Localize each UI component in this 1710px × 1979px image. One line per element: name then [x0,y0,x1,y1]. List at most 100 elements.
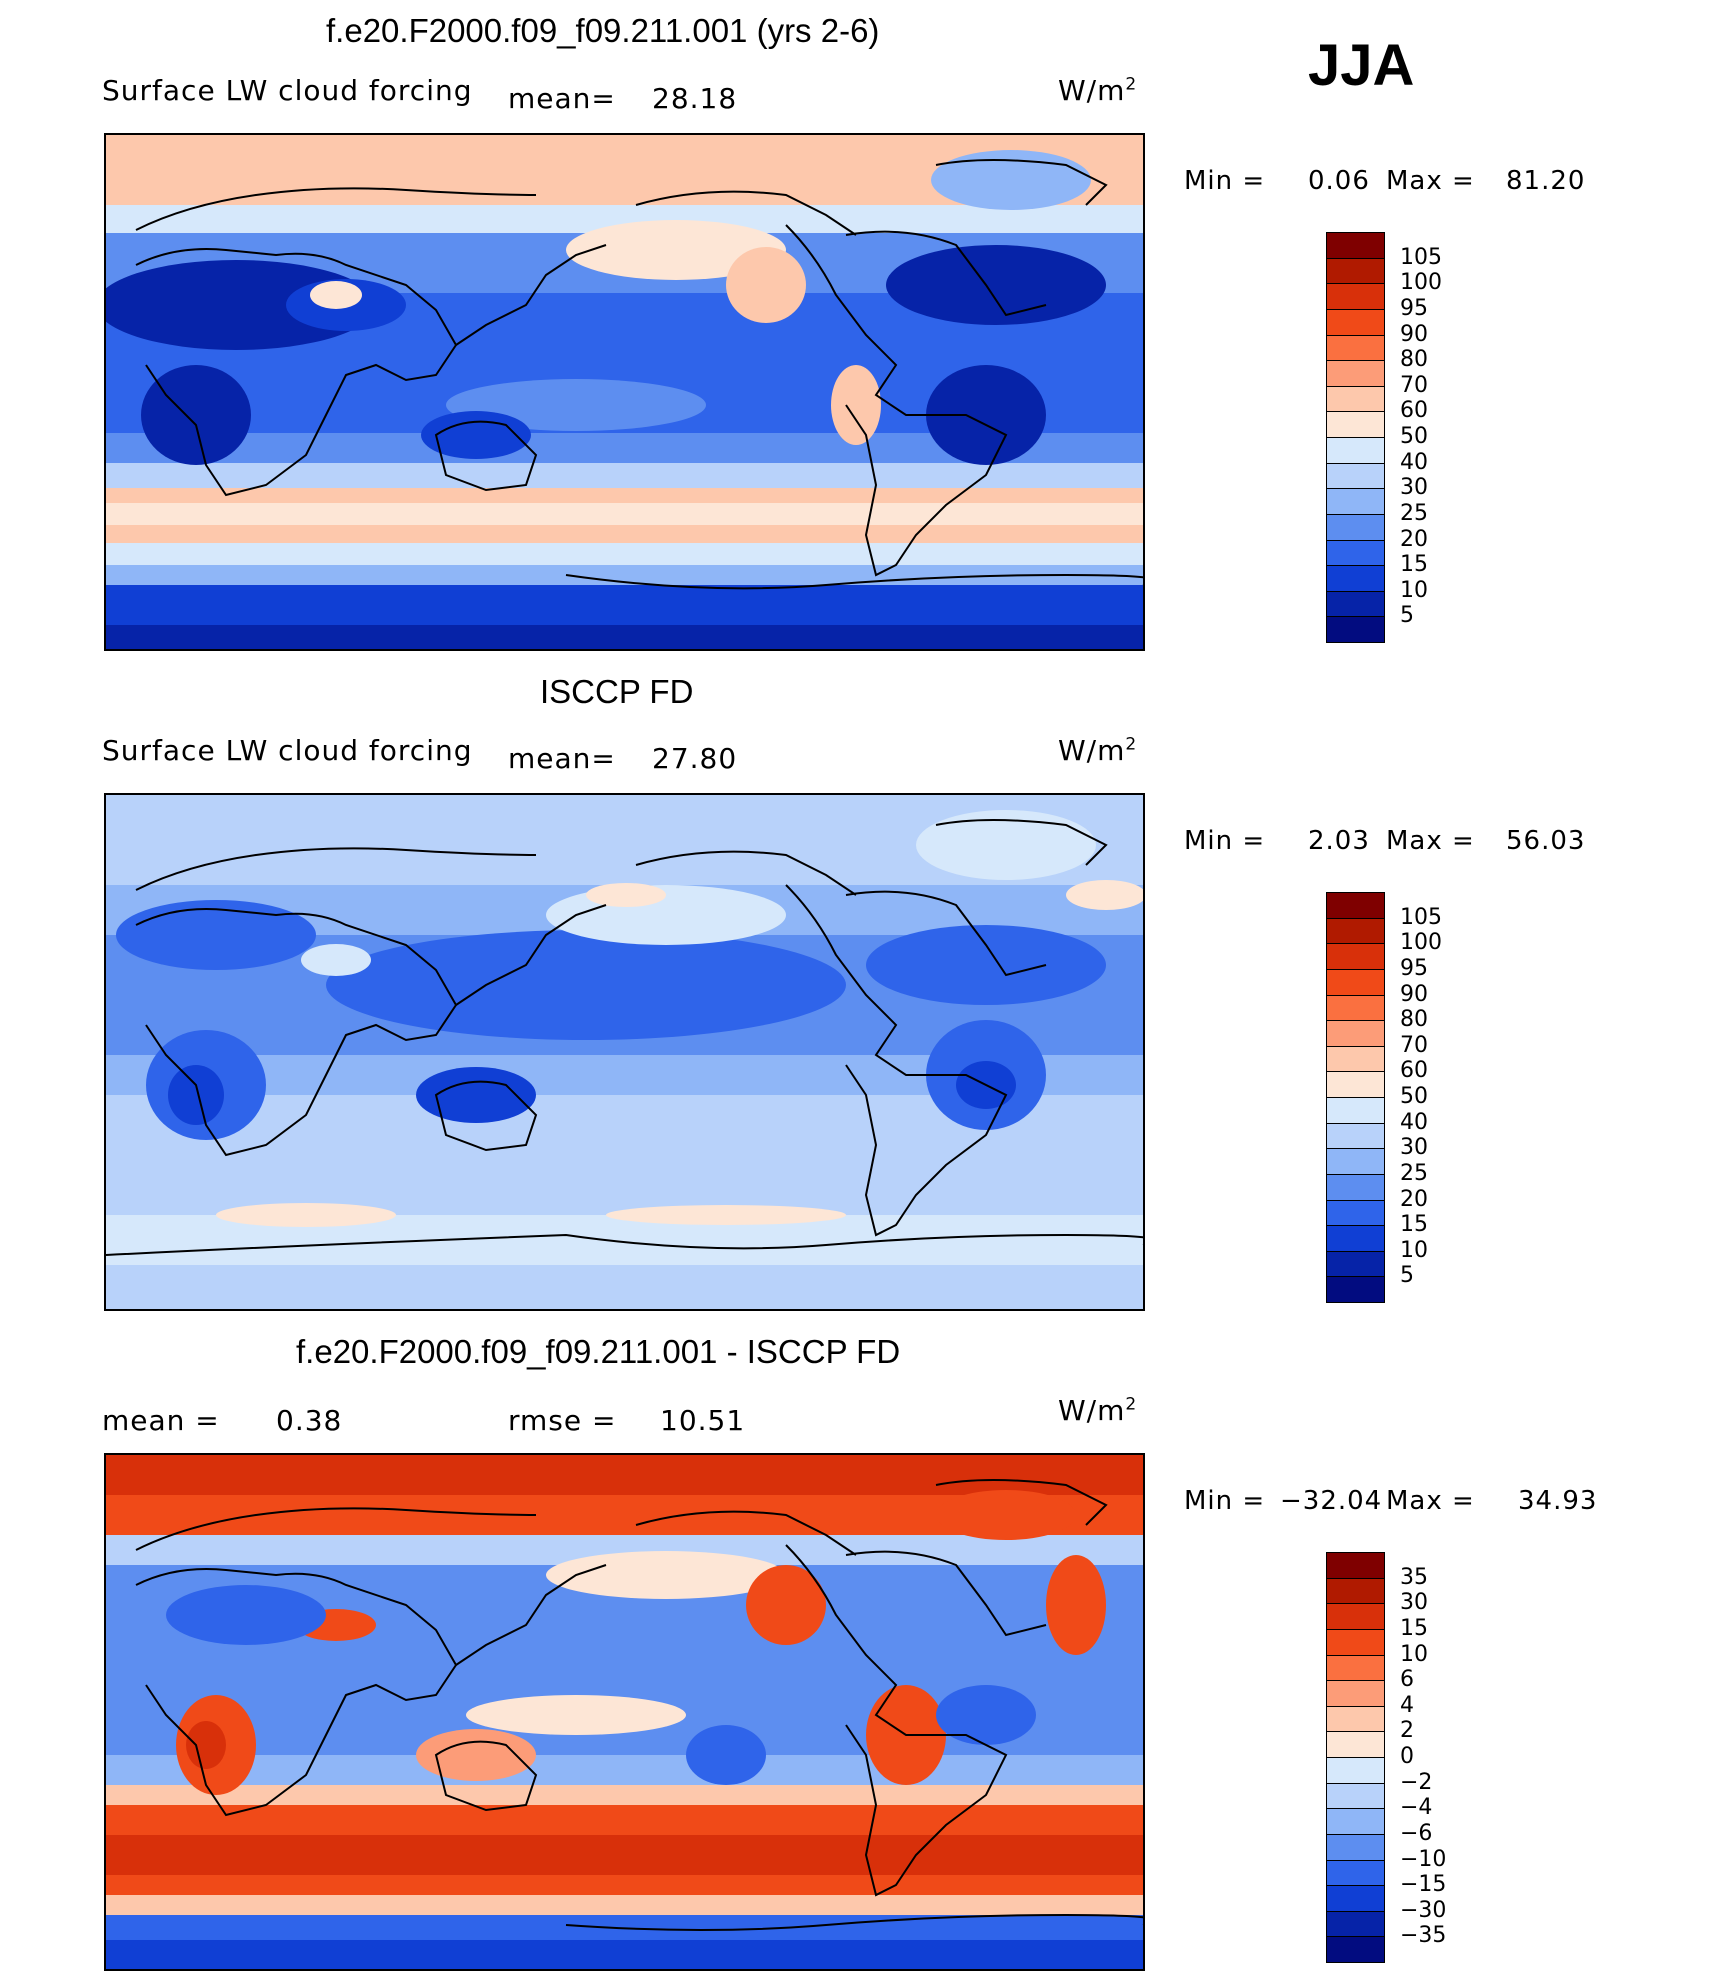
colorbar-swatch [1326,1577,1385,1605]
colorbar-tick-label: 35 [1400,1564,1428,1590]
colorbar-tick-label: 2 [1400,1718,1414,1744]
colorbar-tick-label: 25 [1400,1160,1428,1186]
colorbar-tick-label: 15 [1400,1615,1428,1641]
colorbar-tick-label: −10 [1400,1846,1447,1872]
colorbar-swatch [1326,1045,1385,1073]
colorbar-swatch [1326,1173,1385,1201]
colorbar-tick-label: 40 [1400,1109,1428,1135]
panel-1-title: f.e20.F2000.f09_f09.211.001 (yrs 2-6) [326,12,880,49]
colorbar-swatch [1326,616,1385,643]
colorbar-tick-label: 5 [1400,1263,1414,1289]
panel-3-title: f.e20.F2000.f09_f09.211.001 - ISCCP FD [296,1333,901,1370]
colorbar-tick-label: 20 [1400,526,1428,552]
panel-2-map [104,793,1145,1311]
colorbar-tick-label: 100 [1400,270,1442,296]
colorbar-tick-label: 10 [1400,577,1428,603]
colorbar-swatch [1326,590,1385,618]
colorbar-tick-label: 5 [1400,603,1414,629]
colorbar-tick-label: 0 [1400,1744,1414,1769]
colorbar-tick-label: 6 [1400,1667,1414,1693]
colorbar-swatch [1326,1276,1385,1303]
colorbar-swatch [1326,1731,1385,1758]
panel-2-title: ISCCP FD [540,673,694,710]
colorbar-tick-label: 10 [1400,1237,1428,1263]
colorbar-swatch [1326,917,1385,945]
colorbar-swatch [1326,1808,1385,1835]
colorbar-swatch [1326,1654,1385,1682]
colorbar-swatch [1326,1071,1385,1098]
colorbar-tick-label: 105 [1400,904,1442,930]
panel-2-units: W/m2 [1058,734,1138,767]
panel-3-map [104,1453,1145,1971]
colorbar-tick-label: −30 [1400,1897,1447,1923]
panel-3-mean-value: 0.38 [276,1404,343,1437]
colorbar-swatch [1326,1757,1385,1784]
panel-1-field-label: Surface LW cloud forcing [102,74,473,107]
colorbar-swatch [1326,1148,1385,1175]
season-label: JJA [1308,33,1415,98]
panel-2-min-label: Min = [1184,826,1266,856]
colorbar-swatch [1326,1705,1385,1733]
colorbar-tick-label: 15 [1400,1212,1428,1238]
colorbar-swatch [1326,1833,1385,1861]
colorbar-swatch [1326,892,1385,919]
colorbar-swatch [1326,994,1385,1022]
panel-1-mean-label: mean= [508,82,616,115]
panel-1-max-label: Max = [1386,166,1475,196]
panel-3-mean-label: mean = [102,1404,220,1437]
colorbar-tick-label: 95 [1400,295,1428,321]
colorbar-swatch [1326,1122,1385,1150]
colorbar-swatch [1326,1603,1385,1630]
colorbar-tick-label: 20 [1400,1186,1428,1212]
colorbar-swatch [1326,1885,1385,1912]
panel-3-min-value: −32.04 [1280,1486,1383,1516]
panel-1-min-value: 0.06 [1308,166,1370,196]
panel-2-mean-value: 27.80 [652,742,738,775]
colorbar-tick-label: 30 [1400,1590,1428,1616]
colorbar-tick-label: 105 [1400,244,1442,270]
colorbar-swatch [1326,565,1385,592]
colorbar-swatch [1326,257,1385,285]
panel-2-field-label: Surface LW cloud forcing [102,734,473,767]
colorbar-tick-label: 60 [1400,398,1428,424]
panel-1-colorbar: 105 100 95 90 80 70 60 50 40 30 25 20 15 10 5 [1326,232,1442,643]
colorbar-swatch [1326,411,1385,438]
panel-1-units: W/m2 [1058,74,1138,107]
colorbar-swatch [1326,1199,1385,1227]
panel-3-colorbar: 35 30 15 10 6 4 2 0 −2 −4 −6 −10 −15 −30 −35 [1326,1552,1446,1963]
colorbar-swatch [1326,1936,1385,1963]
colorbar-tick-label: 95 [1400,955,1428,981]
colorbar-tick-label: 90 [1400,981,1428,1007]
panel-3-max-value: 34.93 [1518,1486,1598,1516]
panel-2-colorbar: 105 100 95 90 80 70 60 50 40 30 25 20 15 10 5 [1326,892,1442,1303]
colorbar-swatch [1326,1910,1385,1938]
panel-3-max-label: Max = [1386,1486,1475,1516]
colorbar-swatch [1326,1250,1385,1278]
panel-2-max-value: 56.03 [1506,826,1586,856]
colorbar-swatch [1326,1020,1385,1047]
colorbar-tick-label: 15 [1400,552,1428,578]
colorbar-swatch [1326,1628,1385,1656]
panel-2-max-label: Max = [1386,826,1475,856]
colorbar-swatch [1326,539,1385,567]
colorbar-tick-label: 25 [1400,500,1428,526]
colorbar-swatch [1326,943,1385,970]
colorbar-tick-label: 50 [1400,424,1428,449]
colorbar-swatch [1326,232,1385,259]
colorbar-tick-label: 70 [1400,372,1428,398]
panel-3-min-label: Min = [1184,1486,1266,1516]
colorbar-swatch [1326,1097,1385,1124]
colorbar-swatch [1326,334,1385,362]
panel-1-max-value: 81.20 [1506,166,1586,196]
colorbar-swatch [1326,283,1385,310]
colorbar-swatch [1326,1552,1385,1579]
colorbar-tick-label: 70 [1400,1032,1428,1058]
colorbar-tick-label: 60 [1400,1058,1428,1084]
colorbar-tick-label: 100 [1400,930,1442,956]
colorbar-tick-label: 50 [1400,1084,1428,1109]
colorbar-swatch [1326,385,1385,413]
colorbar-tick-label: 40 [1400,449,1428,475]
colorbar-tick-label: −15 [1400,1872,1447,1898]
colorbar-tick-label: −35 [1400,1923,1447,1949]
colorbar-swatch [1326,1225,1385,1252]
